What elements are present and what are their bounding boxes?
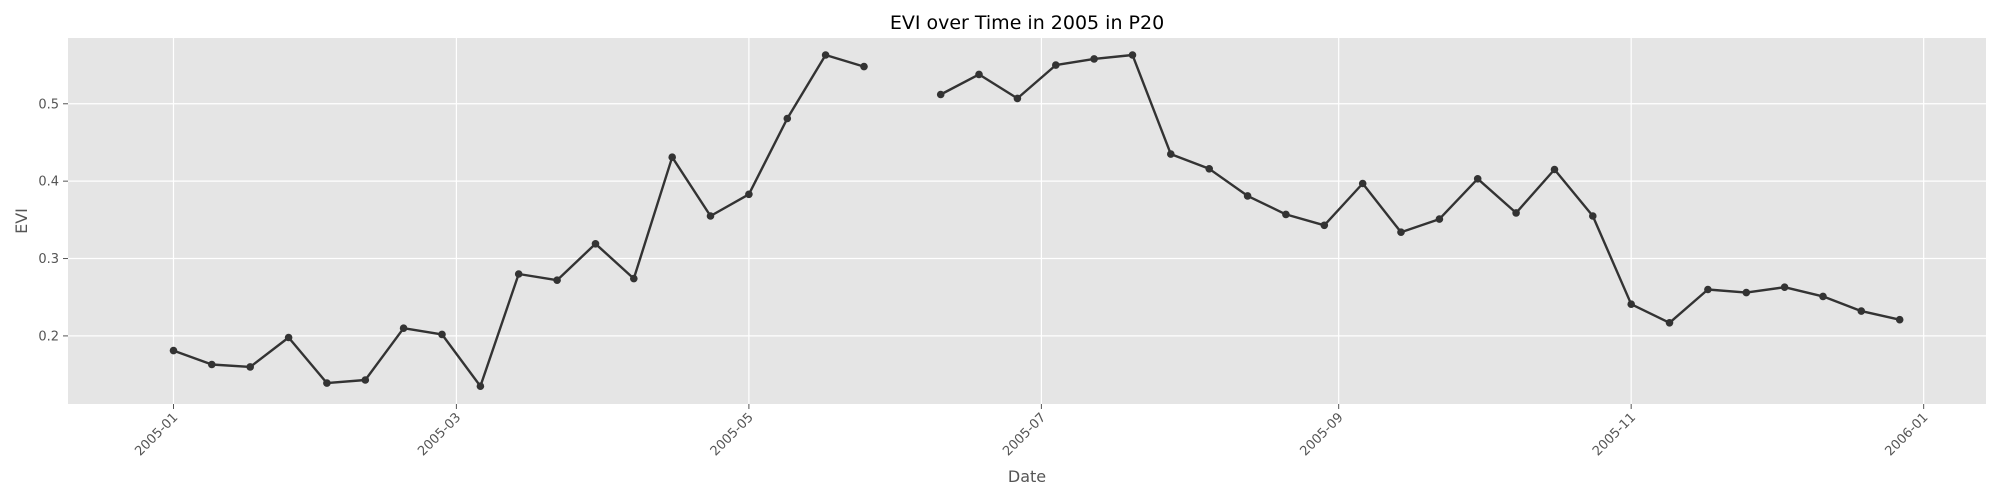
- data-point: [1243, 192, 1252, 200]
- data-point: [1435, 215, 1444, 223]
- data-point: [1589, 212, 1597, 220]
- data-point: [706, 212, 715, 220]
- data-point: [668, 153, 676, 161]
- y-tick-label: 0.3: [38, 252, 59, 267]
- y-axis-label: EVI: [12, 208, 31, 234]
- data-point: [1052, 61, 1060, 69]
- data-point: [591, 240, 600, 248]
- data-point: [514, 270, 523, 278]
- data-point: [783, 114, 792, 123]
- data-point: [169, 346, 178, 355]
- data-point: [323, 379, 331, 387]
- x-axis-label: Date: [1008, 467, 1046, 486]
- data-point: [438, 330, 446, 339]
- data-point: [553, 276, 561, 285]
- x-tick-label: 2005-01: [132, 410, 181, 459]
- data-point: [1013, 94, 1022, 103]
- y-tick-label: 0.2: [38, 329, 59, 344]
- x-tick-label: 2005-03: [415, 410, 464, 459]
- data-point: [476, 382, 485, 391]
- data-point: [361, 376, 370, 384]
- data-point: [1819, 292, 1827, 301]
- data-point: [1857, 307, 1866, 315]
- x-tick-label: 2006-01: [1882, 410, 1931, 459]
- data-point: [1704, 285, 1712, 294]
- series-markers: [169, 51, 1904, 391]
- y-tick-label: 0.4: [38, 175, 59, 190]
- x-tick-label: 2005-05: [708, 410, 757, 459]
- data-point: [1205, 165, 1213, 173]
- x-tick-label: 2005-09: [1297, 410, 1346, 459]
- data-point: [1665, 319, 1674, 327]
- series-line-segment: [940, 53, 1900, 324]
- data-point: [1282, 210, 1290, 219]
- data-point: [1128, 51, 1137, 59]
- data-point: [1780, 283, 1789, 292]
- data-point: [246, 363, 254, 371]
- data-point: [936, 90, 945, 99]
- x-tick-label: 2005-07: [1000, 410, 1049, 459]
- data-point: [860, 62, 868, 71]
- data-point: [1473, 175, 1482, 183]
- data-point: [1090, 55, 1098, 63]
- grid-lines: [68, 38, 1986, 404]
- y-axis-ticks: 0.2 0.3 0.4 0.5: [38, 97, 68, 344]
- y-tick-label: 0.5: [38, 97, 59, 112]
- data-point: [1320, 221, 1329, 230]
- data-point: [1550, 165, 1559, 174]
- data-point: [208, 360, 216, 369]
- data-point: [630, 274, 638, 283]
- data-point: [1512, 209, 1520, 217]
- plot-area: [68, 38, 1986, 404]
- data-point: [1167, 150, 1175, 158]
- x-tick-label: 2005-11: [1590, 410, 1639, 459]
- data-point: [821, 51, 830, 59]
- data-point: [1397, 228, 1405, 236]
- data-point: [975, 70, 983, 79]
- x-axis-ticks: 2005-01 2005-03 2005-05 2005-07 2005-09 2005-…: [132, 404, 1931, 459]
- data-point: [1895, 315, 1904, 324]
- data-point: [284, 333, 293, 342]
- chart-title: EVI over Time in 2005 in P20: [890, 12, 1164, 34]
- data-point: [745, 190, 753, 199]
- data-point: [1742, 288, 1751, 297]
- data-point: [399, 324, 408, 333]
- data-point: [1627, 300, 1635, 309]
- data-point: [1358, 179, 1367, 188]
